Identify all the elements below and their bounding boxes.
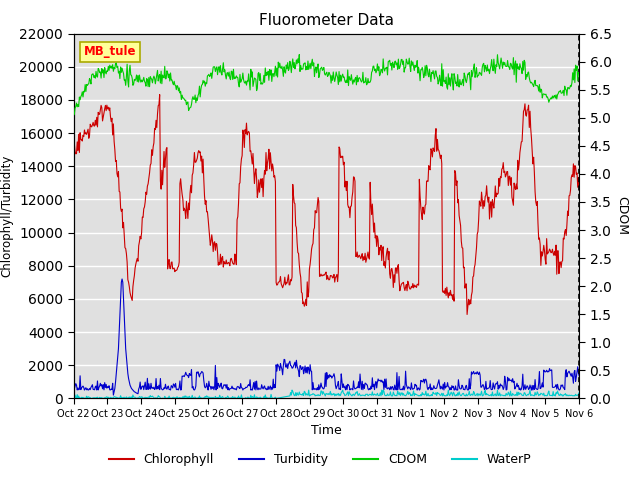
Text: MB_tule: MB_tule xyxy=(84,46,136,59)
Y-axis label: Chlorophyll/Turbidity: Chlorophyll/Turbidity xyxy=(1,155,13,277)
Legend: Chlorophyll, Turbidity, CDOM, WaterP: Chlorophyll, Turbidity, CDOM, WaterP xyxy=(104,448,536,471)
Title: Fluorometer Data: Fluorometer Data xyxy=(259,13,394,28)
Y-axis label: CDOM: CDOM xyxy=(615,196,628,236)
X-axis label: Time: Time xyxy=(311,424,342,437)
